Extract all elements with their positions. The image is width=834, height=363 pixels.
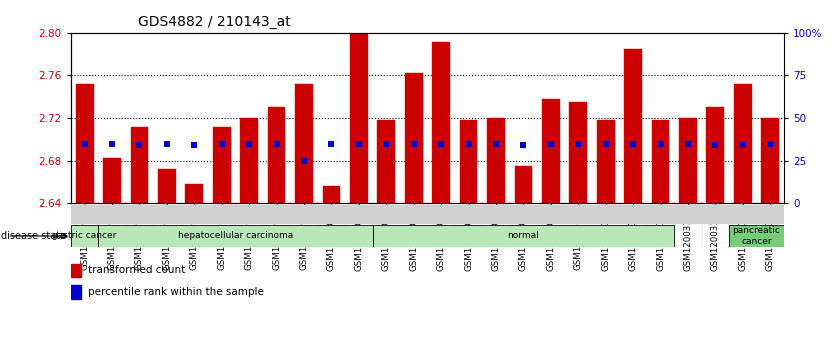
Bar	[213, 126, 231, 203]
Bar	[295, 84, 313, 203]
Bar	[620, 205, 647, 224]
Bar	[181, 205, 208, 224]
Bar	[679, 118, 697, 203]
Bar	[651, 120, 670, 203]
Bar	[761, 118, 779, 203]
Bar	[240, 118, 258, 203]
Bar	[674, 205, 701, 224]
Bar	[71, 285, 81, 299]
Bar	[318, 205, 345, 224]
Bar	[597, 120, 615, 203]
Bar	[404, 73, 423, 203]
Bar	[487, 118, 505, 203]
Bar	[592, 205, 620, 224]
Bar	[460, 120, 478, 203]
Bar	[510, 205, 537, 224]
Text: transformed count: transformed count	[88, 265, 185, 276]
Bar	[126, 205, 153, 224]
Bar	[570, 102, 587, 203]
Bar	[377, 120, 395, 203]
Bar	[734, 84, 751, 203]
Bar	[98, 225, 373, 247]
Bar	[701, 205, 729, 224]
Bar	[647, 205, 674, 224]
Bar	[537, 205, 565, 224]
Bar	[235, 205, 263, 224]
Text: hepatocellular carcinoma: hepatocellular carcinoma	[178, 232, 293, 240]
Bar	[76, 84, 93, 203]
Bar	[624, 49, 642, 203]
Bar	[263, 205, 290, 224]
Bar	[756, 205, 784, 224]
Bar	[432, 42, 450, 203]
Bar	[153, 205, 181, 224]
Bar	[455, 205, 482, 224]
Bar	[158, 169, 176, 203]
Bar	[427, 205, 455, 224]
Bar	[706, 107, 724, 203]
Bar	[400, 205, 427, 224]
Bar	[482, 205, 510, 224]
Text: percentile rank within the sample: percentile rank within the sample	[88, 287, 264, 297]
Bar	[185, 184, 203, 203]
Text: pancreatic
cancer: pancreatic cancer	[732, 226, 781, 246]
Bar	[373, 205, 400, 224]
Bar	[290, 205, 318, 224]
Bar	[515, 166, 532, 203]
Text: GDS4882 / 210143_at: GDS4882 / 210143_at	[138, 15, 290, 29]
Bar	[565, 205, 592, 224]
Bar	[345, 205, 373, 224]
Bar	[103, 159, 121, 203]
Bar	[71, 225, 98, 247]
Bar	[268, 107, 285, 203]
Text: disease state: disease state	[1, 231, 66, 241]
Text: normal: normal	[508, 232, 540, 240]
Bar	[323, 186, 340, 203]
Bar	[71, 264, 81, 277]
Bar	[350, 33, 368, 203]
Bar	[98, 205, 126, 224]
Text: gastric cancer: gastric cancer	[53, 232, 117, 240]
Bar	[729, 225, 784, 247]
Bar	[373, 225, 674, 247]
Bar	[71, 205, 98, 224]
Bar	[729, 205, 756, 224]
Bar	[542, 99, 560, 203]
Bar	[208, 205, 235, 224]
Bar	[131, 126, 148, 203]
